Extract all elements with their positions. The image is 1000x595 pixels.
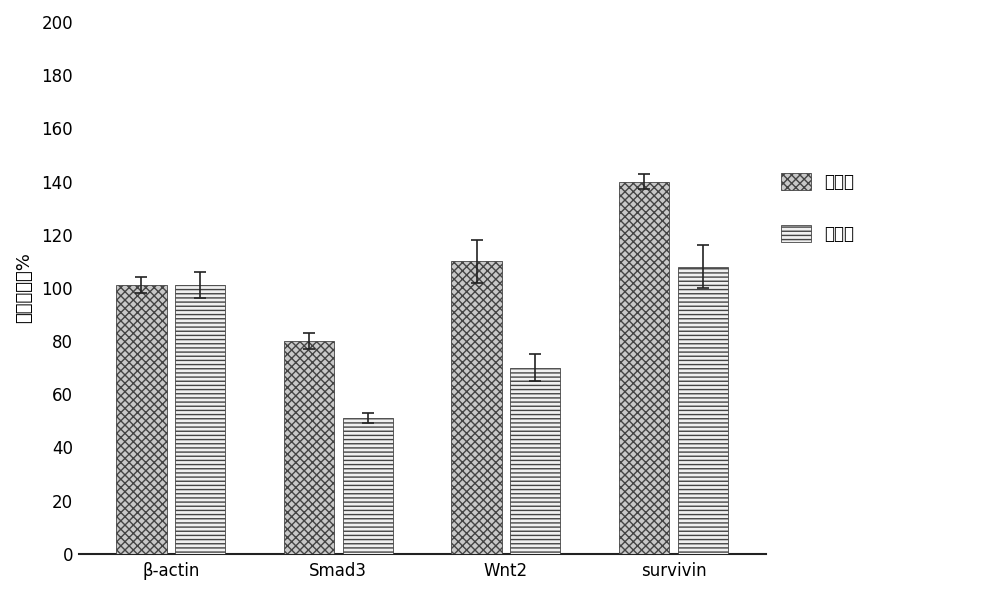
Legend: 处理组, 对照组: 处理组, 对照组 [781, 173, 854, 243]
Bar [343, 418, 393, 554]
Bar [116, 285, 167, 554]
Bar [284, 341, 334, 554]
Bar [678, 267, 728, 554]
Bar [619, 181, 669, 554]
Y-axis label: 相对表达量%: 相对表达量% [15, 252, 33, 323]
Bar [510, 368, 560, 554]
Bar [175, 285, 225, 554]
Bar [451, 261, 502, 554]
